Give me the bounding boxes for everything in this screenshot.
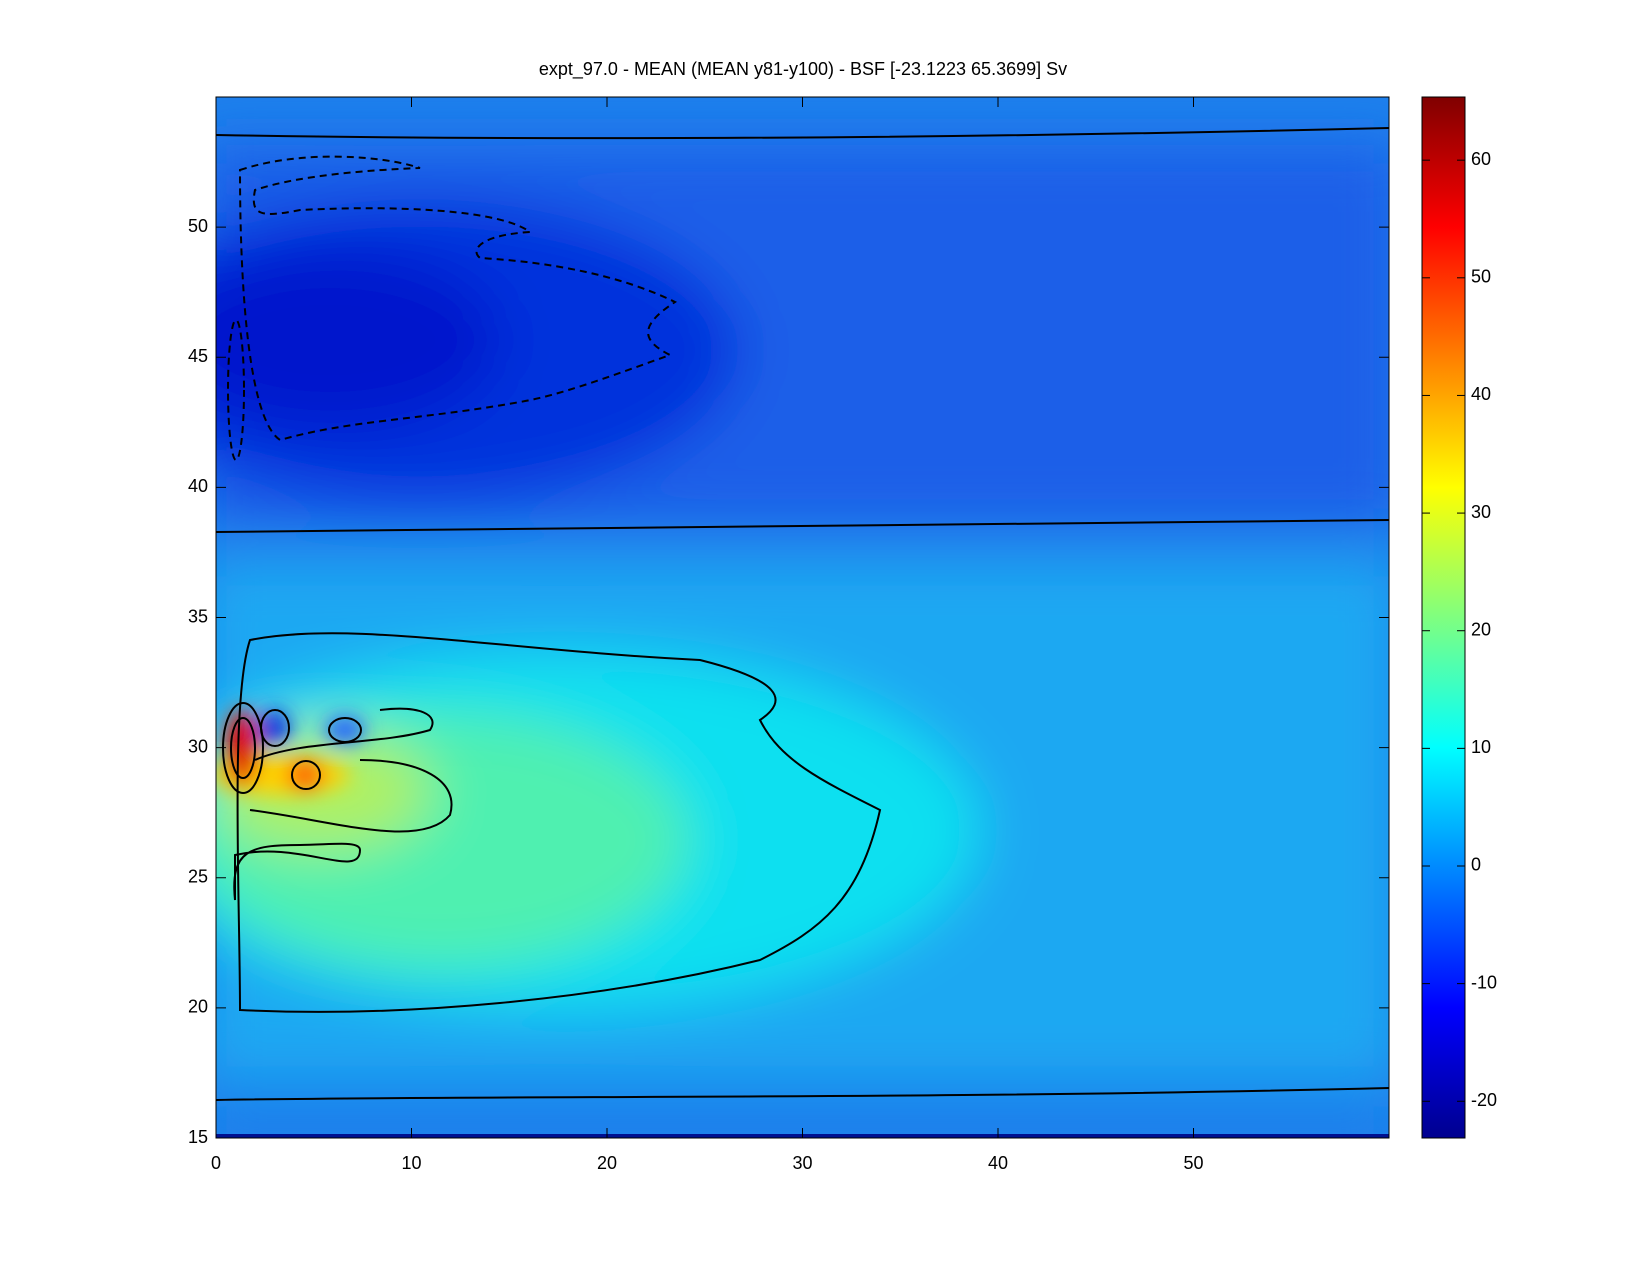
x-tick-label: 0: [211, 1153, 221, 1173]
x-tick-label: 10: [401, 1153, 421, 1173]
field: [216, 97, 1389, 1138]
colorbar-tick-label: -20: [1471, 1090, 1497, 1110]
y-tick-label: 50: [188, 216, 208, 236]
x-tick-label: 40: [988, 1153, 1008, 1173]
colorbar-tick-label: 40: [1471, 384, 1491, 404]
y-tick-label: 25: [188, 867, 208, 887]
y-tick-label: 15: [188, 1127, 208, 1147]
y-tick-label: 35: [188, 606, 208, 626]
colorbar: [1421, 96, 1466, 1139]
colorbar-tick-label: -10: [1471, 972, 1497, 992]
colorbar-tick-label: 20: [1471, 619, 1491, 639]
colorbar-tick-label: 0: [1471, 855, 1481, 875]
y-tick-label: 30: [188, 736, 208, 756]
colorbar-tick-label: 10: [1471, 737, 1491, 757]
y-tick-label: 20: [188, 997, 208, 1017]
colorbar-tick-label: 30: [1471, 502, 1491, 522]
x-tick-label: 30: [792, 1153, 812, 1173]
x-tick-label: 20: [597, 1153, 617, 1173]
colorbar-tick-label: 50: [1471, 267, 1491, 287]
y-tick-label: 40: [188, 476, 208, 496]
colorbar-tick-label: 60: [1471, 149, 1491, 169]
x-tick-label: 50: [1183, 1153, 1203, 1173]
chart-title: expt_97.0 - MEAN (MEAN y81-y100) - BSF […: [539, 59, 1067, 80]
y-tick-label: 45: [188, 346, 208, 366]
